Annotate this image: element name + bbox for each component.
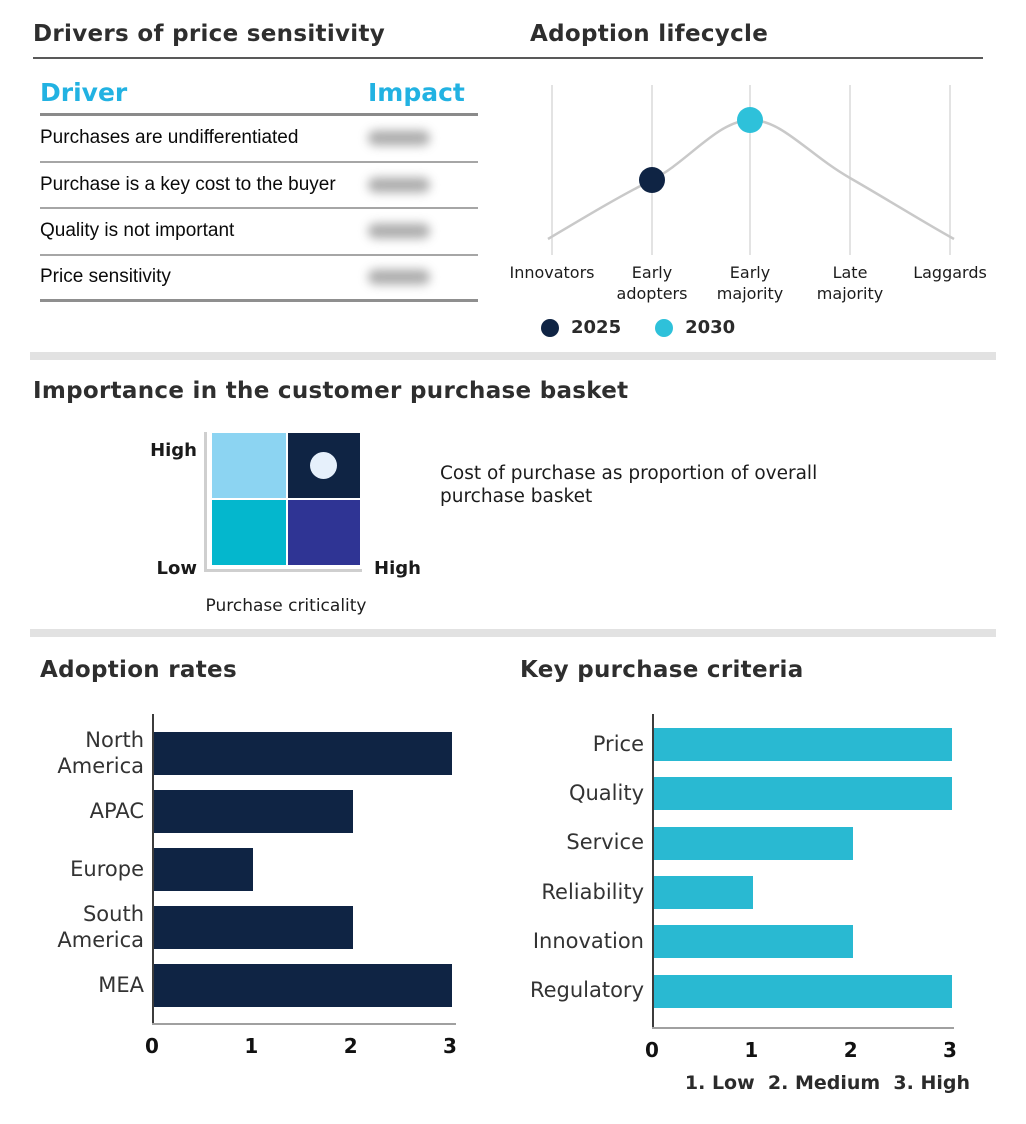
column-header-impact: Impact [368,78,465,107]
criteria-y-axis [652,714,654,1028]
key-purchase-criteria-bar [654,777,952,811]
key-purchase-criteria-category-label: Service [566,830,644,855]
adoption-curve [547,118,955,241]
key-purchase-criteria-x-tick: 3 [943,1038,957,1062]
lifecycle-category-label: Late majority [816,263,884,303]
key-purchase-criteria-bar [654,974,952,1008]
quadrant-bottom-right [288,500,360,565]
driver-cell: Purchases are undifferentiated [40,127,299,149]
adoption-rates-category-label: North America [57,727,144,778]
drivers-table-rows: Purchases are undifferentiated Purchase i… [40,116,478,302]
matrix-y-high-label: High [150,440,197,461]
key-purchase-criteria-category-label: Quality [568,780,644,805]
lifecycle-title: Adoption lifecycle [530,21,769,47]
legend-item: 2025 [541,317,621,338]
quadrant-top-left [212,433,286,498]
key-purchase-criteria-x-tick: 1 [744,1038,759,1062]
matrix-x-high-label: High [374,558,421,579]
lifecycle-category-label: Early majority [716,263,784,303]
adoption-rates-bar [154,848,254,891]
matrix-y-low-label: Low [156,558,197,579]
driver-cell: Purchase is a key cost to the buyer [40,173,336,195]
impact-value-redacted [368,269,430,285]
impact-value-redacted [368,130,430,146]
key-purchase-criteria-category-label: Innovation [532,928,644,953]
column-header-driver: Driver [40,78,128,107]
table-row: Price sensitivity [40,256,478,302]
key-purchase-criteria-bar [654,826,853,860]
impact-value-redacted [368,223,430,239]
adoption-rates-category-label: South America [57,901,144,952]
adoption-rates-category-label: Europe [70,856,144,881]
legend-dot-2025 [541,318,559,337]
key-purchase-criteria-bar [654,875,754,909]
basket-title: Importance in the customer purchase bask… [33,378,629,404]
key-purchase-criteria-category-label: Price [592,731,644,756]
lifecycle-legend: 2025 2030 [541,317,735,338]
adoption-rates-x-tick: 2 [343,1034,358,1058]
matrix-x-axis-title: Purchase criticality [205,596,367,616]
key-purchase-criteria-category-label: Regulatory [529,978,644,1003]
matrix-marker-dot [310,452,337,479]
criteria-x-axis [652,1027,954,1029]
criteria-scale-footnote: 1. Low 2. Medium 3. High [684,1072,970,1094]
key-purchase-criteria-x-tick: 2 [843,1038,858,1062]
legend-label: 2030 [685,317,736,338]
driver-cell: Price sensitivity [40,266,171,288]
matrix-y-axis [204,432,207,572]
lifecycle-category-label: Early adopters [616,263,688,303]
table-row: Purchase is a key cost to the buyer [40,163,478,209]
matrix-x-axis [204,569,362,572]
basket-annotation: Cost of purchase as proportion of overal… [440,463,818,508]
lifecycle-category-label: Laggards [913,263,987,282]
section-divider [30,352,996,360]
driver-cell: Quality is not important [40,220,235,242]
impact-value-redacted [368,177,430,193]
adoption-rates-x-tick: 1 [244,1034,259,1058]
adoption-rates-title: Adoption rates [40,657,237,683]
lifecycle-marker-2030 [737,107,763,133]
adoption-rates-category-label: APAC [89,798,144,823]
table-row: Quality is not important [40,209,478,256]
key-purchase-criteria-bar [654,925,853,959]
table-row: Purchases are undifferentiated [40,116,478,163]
lifecycle-marker-2025 [639,167,665,193]
lifecycle-category-label: Innovators [509,263,595,282]
legend-dot-2030 [655,318,674,337]
adoption-rates-bar [154,790,353,833]
table-header-rule [40,113,478,116]
lifecycle-curve-svg [547,85,955,255]
criteria-title: Key purchase criteria [520,657,804,683]
section-divider [30,629,996,637]
adoption-rates-x-axis [152,1023,456,1025]
legend-label: 2025 [571,317,622,338]
quadrant-bottom-left [212,500,286,565]
adoption-rates-x-tick: 0 [145,1034,159,1058]
drivers-table-title: Drivers of price sensitivity [33,21,386,47]
adoption-rates-bar [154,964,452,1007]
adoption-rates-category-label: MEA [98,972,144,997]
lifecycle-plot [530,80,982,262]
legend-item: 2030 [655,317,735,338]
adoption-rates-bar [154,732,452,775]
key-purchase-criteria-category-label: Reliability [541,879,644,904]
title-underline [33,57,983,59]
adoption-rates-bar [154,906,353,949]
adoption-rates-y-axis [152,714,154,1024]
key-purchase-criteria-bar [654,728,952,761]
key-purchase-criteria-x-tick: 0 [645,1038,659,1062]
adoption-rates-x-tick: 3 [443,1034,457,1058]
